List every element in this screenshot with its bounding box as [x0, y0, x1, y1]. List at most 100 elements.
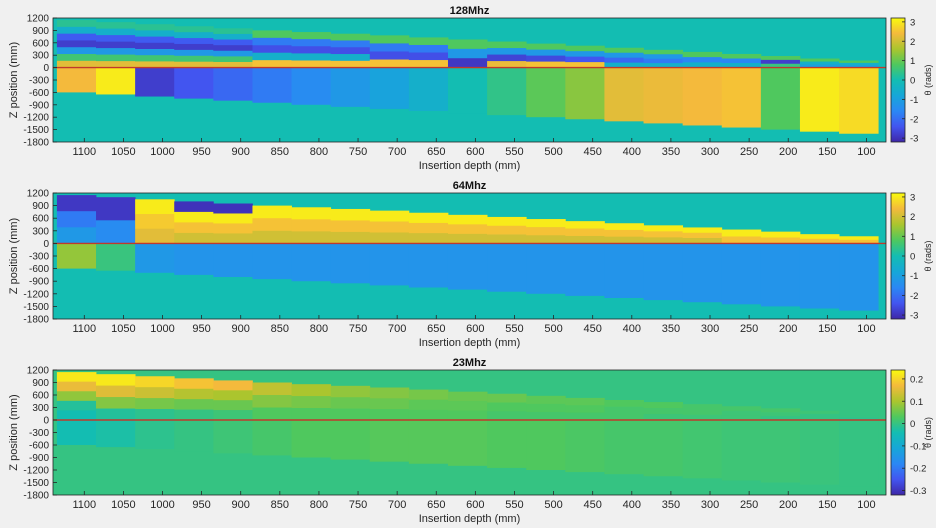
heatmap-cell — [56, 243, 97, 269]
heatmap-cell — [799, 238, 840, 244]
heatmap-cell — [643, 402, 684, 409]
heatmap-cell — [135, 398, 175, 410]
heatmap-cell — [174, 232, 214, 244]
x-tick-label: 1100 — [72, 146, 96, 158]
heatmap-cell — [291, 60, 332, 68]
heatmap-cell — [96, 28, 136, 36]
x-tick-label: 950 — [192, 146, 210, 158]
heatmap-cell — [174, 378, 214, 390]
x-tick-label: 650 — [427, 323, 445, 335]
y-tick-label: -600 — [29, 88, 49, 99]
heatmap-cell — [135, 67, 175, 97]
x-tick-label: 400 — [623, 499, 641, 511]
heatmap-cell — [565, 51, 605, 57]
heatmap-cell — [135, 376, 175, 388]
heatmap-cell — [56, 40, 97, 48]
heatmap-cell — [799, 413, 840, 418]
panel-3: 1100 1050 1000 950 900 850 800 750 700 650 600 550 5… — [8, 357, 933, 525]
heatmap-cell — [213, 380, 253, 391]
y-tick-label: -300 — [29, 76, 49, 87]
y-tick-label: 900 — [32, 201, 49, 212]
heatmap-cell — [799, 410, 840, 415]
heatmap-cell — [526, 395, 566, 405]
x-tick-label: 350 — [662, 146, 680, 158]
heatmap-cell — [721, 236, 762, 244]
heatmap-cell — [526, 219, 566, 228]
heatmap-cell — [799, 234, 840, 240]
heatmap-cell — [526, 227, 566, 236]
heatmap-cell — [96, 397, 136, 409]
heatmap-cell — [252, 37, 292, 46]
heatmap-cell — [682, 414, 723, 421]
heatmap-cell — [174, 43, 214, 51]
heatmap-cell — [565, 45, 605, 52]
heatmap-cell — [408, 52, 449, 61]
y-tick-label: 300 — [32, 51, 49, 62]
heatmap-cell — [56, 20, 97, 28]
heatmap-cell — [96, 48, 136, 55]
x-axis-label: Insertion depth (mm) — [419, 513, 520, 525]
y-axis-label: Z position (mm) — [8, 218, 20, 294]
x-tick-label: 750 — [349, 146, 367, 158]
heatmap-cell — [565, 397, 605, 406]
heatmap-cell — [330, 397, 371, 409]
heatmap-cell — [369, 387, 410, 399]
heatmap-cell — [252, 45, 292, 54]
heatmap-cell — [174, 409, 214, 421]
heatmap-cell — [369, 398, 410, 410]
heatmap-cell — [760, 67, 801, 130]
heatmap-cell — [291, 46, 332, 54]
heatmap-cell — [330, 40, 371, 48]
y-tick-label: -1500 — [23, 125, 49, 136]
heatmap-cell — [682, 57, 723, 63]
x-tick-label: 1100 — [72, 323, 96, 335]
y-tick-label: -1800 — [23, 138, 49, 149]
heatmap-cell — [291, 396, 332, 409]
panel-1: 1100 1050 1000 950 900 850 800 750 700 650 600 550 5… — [8, 5, 933, 172]
heatmap-cell — [447, 58, 488, 68]
y-tick-label: 600 — [32, 38, 49, 49]
heatmap-cell — [526, 411, 566, 421]
heatmap-cell — [330, 47, 371, 55]
x-tick-label: 300 — [701, 499, 719, 511]
colorbar — [890, 369, 906, 496]
heatmap-cell — [135, 409, 175, 421]
x-tick-label: 300 — [701, 323, 719, 335]
heatmap-cell — [291, 32, 332, 40]
heatmap-cell — [604, 406, 644, 414]
x-tick-label: 250 — [740, 146, 758, 158]
x-tick-label: 400 — [623, 146, 641, 158]
x-tick-label: 600 — [466, 323, 484, 335]
heatmap-cell — [174, 32, 214, 39]
heatmap-cell — [56, 33, 97, 41]
x-tick-label: 950 — [192, 499, 210, 511]
heatmap-cell — [408, 222, 449, 234]
heatmap-cell — [56, 391, 97, 402]
x-tick-label: 350 — [662, 499, 680, 511]
heatmap-cell — [760, 237, 801, 244]
heatmap-cell — [760, 243, 801, 307]
heatmap-cell — [291, 384, 332, 397]
heatmap-cell — [447, 243, 488, 290]
heatmap-cell — [447, 214, 488, 225]
heatmap-cell — [369, 67, 410, 109]
heatmap-cell — [96, 54, 136, 62]
heatmap-cell — [56, 400, 97, 411]
heatmap-cell — [721, 53, 762, 59]
heatmap-cell — [682, 227, 723, 234]
heatmap-cell — [330, 408, 371, 421]
y-tick-label: 600 — [32, 214, 49, 225]
heatmap-cell — [252, 67, 292, 103]
heatmap-cell — [56, 26, 97, 34]
heatmap-cell — [799, 67, 840, 132]
y-tick-label: 600 — [32, 391, 49, 402]
x-tick-label: 200 — [779, 499, 797, 511]
heatmap-cell — [799, 420, 840, 485]
heatmap-cell — [799, 243, 840, 309]
heatmap-cell — [526, 235, 566, 244]
x-tick-label: 800 — [310, 323, 328, 335]
heatmap-cell — [174, 61, 214, 68]
colorbar-label: θ (rads) — [923, 240, 933, 271]
heatmap-cell — [96, 374, 136, 386]
x-tick-label: 250 — [740, 323, 758, 335]
